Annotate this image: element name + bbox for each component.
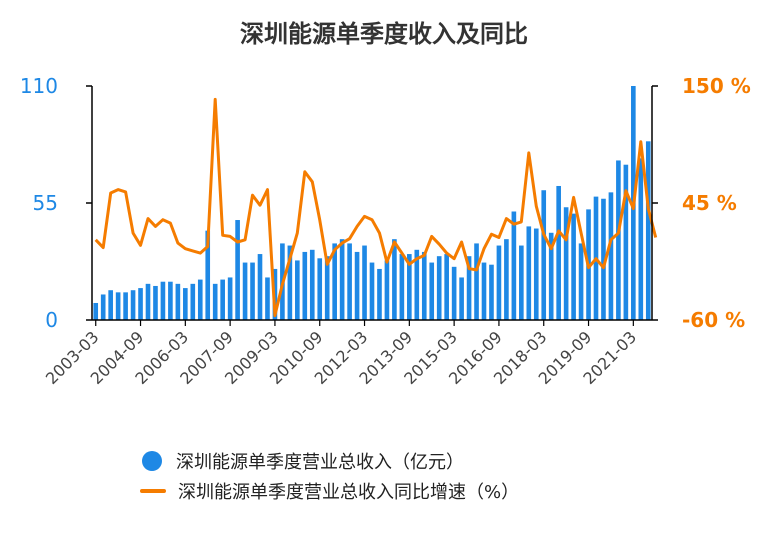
revenue-bar xyxy=(481,262,487,320)
legend-label-revenue: 深圳能源单季度营业总收入（亿元） xyxy=(176,452,464,473)
revenue-bar xyxy=(205,230,211,320)
revenue-bar xyxy=(511,211,517,320)
revenue-bar xyxy=(145,283,151,320)
revenue-bar xyxy=(160,281,166,320)
legend-label-growth: 深圳能源单季度营业总收入同比增速（%） xyxy=(178,482,520,503)
revenue-bar xyxy=(317,258,323,320)
revenue-bar xyxy=(302,251,308,320)
revenue-bar xyxy=(377,268,382,320)
revenue-bar xyxy=(474,243,479,320)
revenue-bar xyxy=(115,292,121,320)
revenue-bar xyxy=(250,262,255,320)
x-tick-labels: 2003-032004-092006-032007-092009-032010-… xyxy=(42,320,640,388)
revenue-bar xyxy=(324,256,330,320)
revenue-bar xyxy=(339,239,345,320)
revenue-bar xyxy=(638,158,644,320)
revenue-bar xyxy=(451,266,457,320)
left-tick-label: 55 xyxy=(33,191,58,215)
revenue-bar xyxy=(123,292,128,320)
revenue-bar xyxy=(601,198,606,320)
revenue-bar xyxy=(526,226,532,320)
revenue-bar xyxy=(504,239,509,320)
revenue-bar xyxy=(578,243,584,320)
revenue-bar xyxy=(295,260,300,320)
revenue-bar xyxy=(153,285,158,320)
legend: 深圳能源单季度营业总收入（亿元） 深圳能源单季度营业总收入同比增速（%） xyxy=(140,446,519,506)
revenue-bar xyxy=(168,281,173,320)
revenue-bar xyxy=(212,283,218,320)
right-y-tick-labels: -60 % 45 % 150 % xyxy=(652,74,751,332)
revenue-bar xyxy=(108,290,113,320)
revenue-bar xyxy=(197,279,203,320)
revenue-bar xyxy=(227,277,233,320)
growth-rate-line xyxy=(94,97,658,317)
revenue-bar xyxy=(444,254,449,320)
revenue-bar xyxy=(130,290,136,320)
right-tick-label: -60 % xyxy=(682,308,745,332)
legend-marker-revenue xyxy=(142,451,162,471)
revenue-bar xyxy=(616,160,621,320)
revenue-bar xyxy=(459,277,464,320)
revenue-bar xyxy=(138,288,143,320)
revenue-bar xyxy=(369,262,375,320)
legend-marker-growth xyxy=(140,489,166,493)
revenue-bar xyxy=(645,141,651,320)
revenue-bar xyxy=(354,251,360,320)
revenue-bar xyxy=(309,249,315,320)
revenue-bar xyxy=(563,207,569,320)
revenue-bar xyxy=(242,262,248,320)
revenue-bar xyxy=(93,302,99,320)
revenue-bar xyxy=(265,277,270,320)
right-tick-label: 45 % xyxy=(682,191,737,215)
revenue-bar xyxy=(541,190,547,320)
revenue-bar xyxy=(392,239,397,320)
revenue-bar xyxy=(235,220,240,320)
revenue-bar xyxy=(533,228,539,320)
revenue-bar xyxy=(332,243,337,320)
revenue-bar xyxy=(287,245,293,320)
revenue-bar xyxy=(436,256,442,320)
revenue-bar xyxy=(489,264,494,320)
revenue-bar xyxy=(519,245,524,320)
left-y-tick-labels: 0 55 110 xyxy=(20,74,92,332)
revenue-bar xyxy=(175,283,181,320)
revenue-bar xyxy=(220,279,225,320)
revenue-bar xyxy=(608,192,614,320)
revenue-bar xyxy=(414,249,420,320)
legend-item-growth[interactable]: 深圳能源单季度营业总收入同比增速（%） xyxy=(140,476,519,506)
revenue-bar xyxy=(407,254,412,320)
left-tick-label: 0 xyxy=(45,308,58,332)
revenue-bar xyxy=(183,288,188,320)
revenue-bar xyxy=(548,232,554,320)
revenue-bar xyxy=(100,294,106,320)
revenue-bars xyxy=(93,86,651,320)
revenue-bar xyxy=(257,254,263,320)
legend-item-revenue[interactable]: 深圳能源单季度营业总收入（亿元） xyxy=(140,446,519,476)
left-tick-label: 110 xyxy=(20,74,58,98)
revenue-bar xyxy=(421,251,427,320)
revenue-bar xyxy=(571,213,576,320)
chart-title: 深圳能源单季度收入及同比 xyxy=(240,20,528,48)
revenue-bar xyxy=(429,262,435,320)
revenue-bar xyxy=(347,243,352,320)
revenue-bar xyxy=(384,260,390,320)
revenue-bar xyxy=(466,256,472,320)
right-tick-label: 150 % xyxy=(682,74,751,98)
revenue-bar xyxy=(496,245,502,320)
revenue-bar xyxy=(190,283,196,320)
revenue-bar xyxy=(623,164,629,320)
revenue-bar xyxy=(556,185,561,320)
revenue-bar xyxy=(362,245,367,320)
revenue-bar xyxy=(399,254,405,320)
